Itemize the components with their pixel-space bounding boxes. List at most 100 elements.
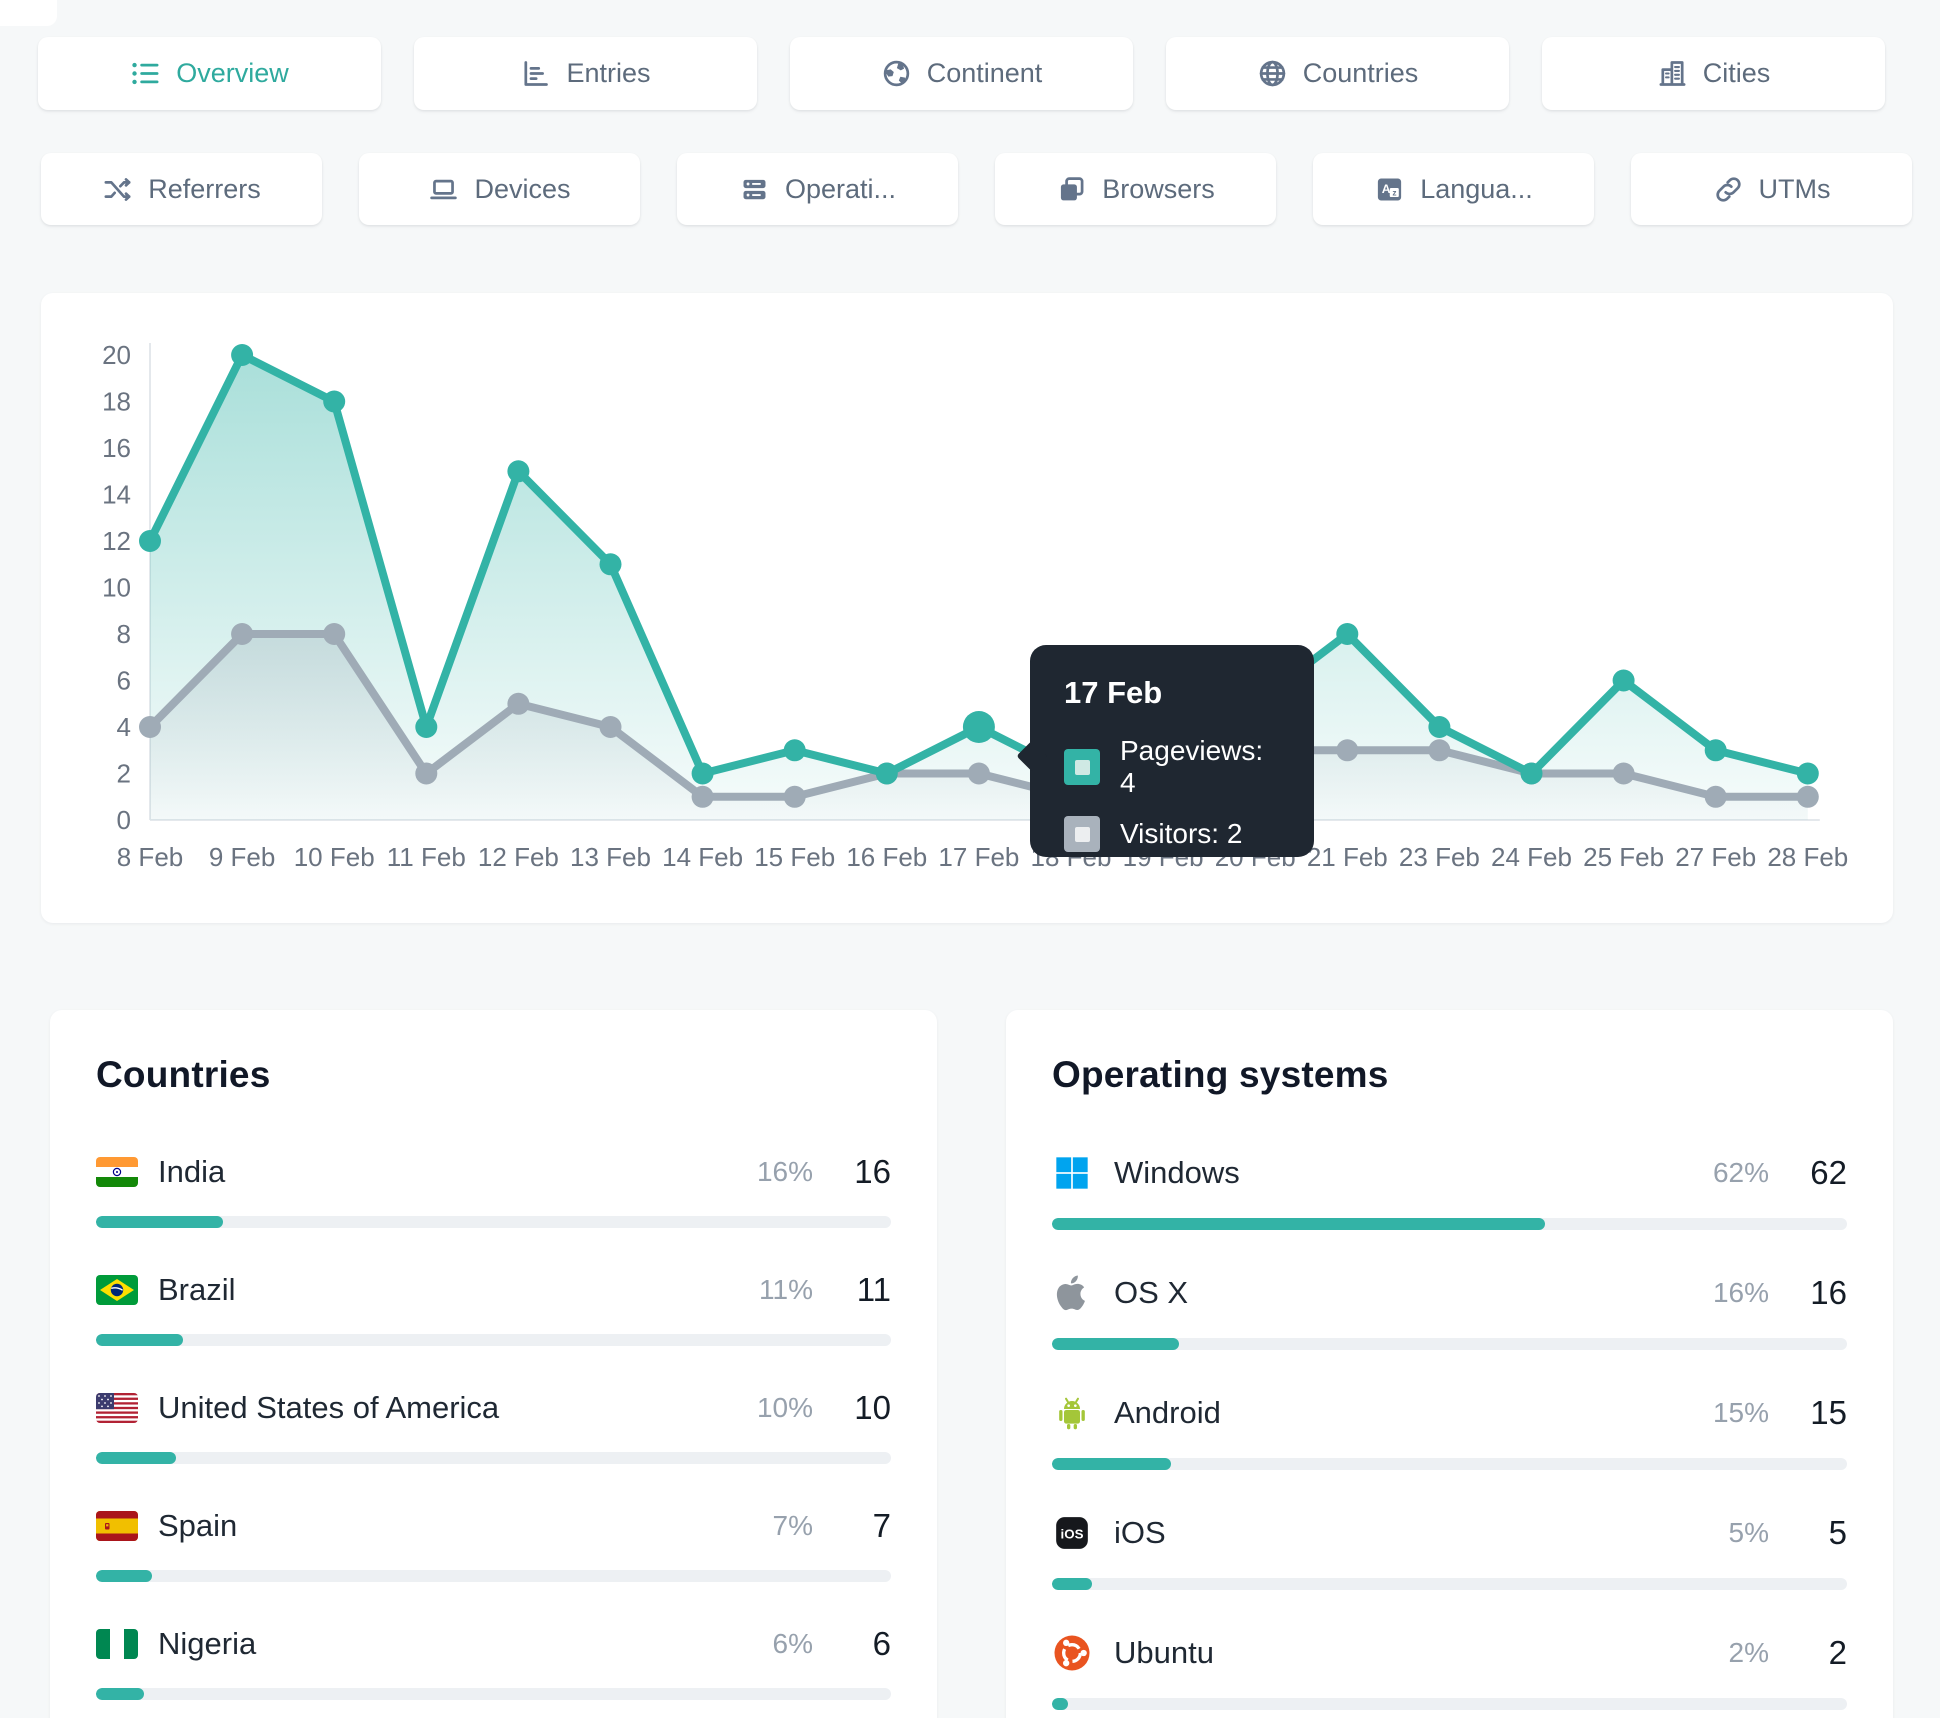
tab-entries[interactable]: Entries [414,37,757,110]
x-tick-label: 16 Feb [846,842,927,872]
windows-os-icon [1052,1153,1114,1193]
list-item-ios[interactable]: iOS iOS 5% 5 [1052,1513,1847,1590]
pageviews-point[interactable] [139,530,161,552]
x-tick-label: 25 Feb [1583,842,1664,872]
visitors-point[interactable] [599,716,622,738]
item-name: Ubuntu [1114,1635,1214,1670]
visitors-point[interactable] [783,785,806,808]
pageviews-point[interactable] [599,553,622,576]
list-item-india[interactable]: India 16% 16 [96,1153,891,1228]
pageviews-point[interactable] [1336,623,1359,645]
pageviews-area [150,355,1808,820]
y-tick-label: 12 [102,526,131,556]
pageviews-point[interactable] [1520,762,1543,785]
tab-cities[interactable]: Cities [1542,37,1885,110]
tab-browsers[interactable]: Browsers [995,153,1276,225]
list-item-windows[interactable]: Windows 62% 62 [1052,1153,1847,1230]
x-tick-label: 12 Feb [478,842,559,872]
visitors-point[interactable] [415,762,438,785]
svg-text:iOS: iOS [1061,1527,1084,1542]
list-item-spain[interactable]: Spain 7% 7 [96,1507,891,1582]
y-tick-label: 10 [102,573,131,603]
y-tick-label: 18 [102,387,131,417]
y-tick-label: 16 [102,433,131,463]
visitors-point[interactable] [139,716,161,738]
list-item-nigeria[interactable]: Nigeria 6% 6 [96,1625,891,1700]
item-progress-bar [96,1452,891,1464]
pageviews-point[interactable] [1428,716,1451,738]
windows-stack-icon [1056,174,1087,205]
continent-icon [881,58,912,89]
traffic-chart-card: 0 2 4 6 8 10 12 14 16 18 20 8 Feb 9 Feb 10 Feb 11 Feb… [41,293,1893,923]
item-count: 16 [1810,1274,1847,1311]
visitors-point[interactable] [691,785,714,808]
traffic-chart[interactable]: 0 2 4 6 8 10 12 14 16 18 20 8 Feb 9 Feb 10 Feb 11 Feb… [41,293,1893,923]
clipped-card-edge [0,0,57,26]
tab-operati[interactable]: Operati... [677,153,958,225]
list-item-os-x[interactable]: OS X 16% 16 [1052,1273,1847,1350]
visitors-point[interactable] [231,623,254,645]
brazil-flag-icon [96,1275,158,1305]
item-name: iOS [1114,1515,1166,1550]
tab-utms[interactable]: UTMs [1631,153,1912,225]
visitors-point[interactable] [507,692,530,715]
spain-flag-icon [96,1511,158,1541]
x-tick-label: 27 Feb [1675,842,1756,872]
y-tick-label: 20 [102,340,131,370]
svg-text:A: A [1382,182,1391,196]
y-tick-label: 0 [117,805,131,835]
y-tick-label: 4 [117,712,131,742]
countries-title: Countries [96,1054,271,1095]
pageviews-point[interactable] [1704,739,1727,762]
operating-systems-title: Operating systems [1052,1054,1389,1095]
list-item-brazil[interactable]: Brazil 11% 11 [96,1271,891,1346]
visitors-point[interactable] [1612,762,1635,785]
x-tick-label: 23 Feb [1399,842,1480,872]
list-item-android[interactable]: Android 15% 15 [1052,1393,1847,1470]
pageviews-point[interactable] [691,762,714,785]
item-percent: 6% [772,1628,813,1659]
y-tick-label: 6 [117,666,131,696]
tab-overview[interactable]: Overview [38,37,381,110]
tab-devices[interactable]: Devices [359,153,640,225]
item-name: United States of America [158,1390,500,1425]
india-flag-icon [96,1157,158,1187]
visitors-point[interactable] [1428,739,1451,762]
item-progress-fill [96,1688,144,1700]
item-name: Spain [158,1508,238,1543]
visitors-point[interactable] [1704,785,1727,808]
pageviews-point[interactable] [507,460,530,483]
visitors-point[interactable] [967,762,990,785]
pageviews-point[interactable] [1796,762,1819,785]
tab-referrers[interactable]: Referrers [41,153,322,225]
visitors-point[interactable] [1796,785,1819,808]
tab-countries[interactable]: Countries [1166,37,1509,110]
tooltip-date: 17 Feb [1064,675,1163,710]
pageviews-point[interactable] [415,716,438,738]
item-name: OS X [1114,1275,1189,1310]
tab-continent[interactable]: Continent [790,37,1133,110]
item-count: 11 [856,1271,891,1308]
item-count: 62 [1810,1154,1847,1191]
pageviews-point[interactable] [231,344,254,366]
tab-label: Browsers [1102,173,1215,204]
item-progress-bar [1052,1458,1847,1470]
y-tick-label: 2 [117,759,131,789]
ubuntu-os-icon [1052,1633,1114,1673]
x-tick-label: 17 Feb [938,842,1019,872]
pageviews-point[interactable] [323,390,346,413]
list-item-ubuntu[interactable]: Ubuntu 2% 2 [1052,1633,1847,1710]
item-progress-fill [96,1452,176,1464]
visitors-point[interactable] [323,623,346,645]
list-item-united-states-of-america[interactable]: United States of America 10% 10 [96,1389,891,1464]
pageviews-point[interactable] [783,739,806,762]
visitors-point[interactable] [1336,739,1359,762]
item-name: Android [1114,1395,1221,1430]
x-tick-label: 24 Feb [1491,842,1572,872]
pageviews-point[interactable] [962,711,995,743]
operating-systems-panel: Operating systems Windows 62% 62 OS X 16% 16 A… [1006,1010,1893,1718]
pageviews-point[interactable] [875,762,898,785]
pageviews-point[interactable] [1612,669,1635,692]
item-progress-bar [1052,1218,1847,1230]
